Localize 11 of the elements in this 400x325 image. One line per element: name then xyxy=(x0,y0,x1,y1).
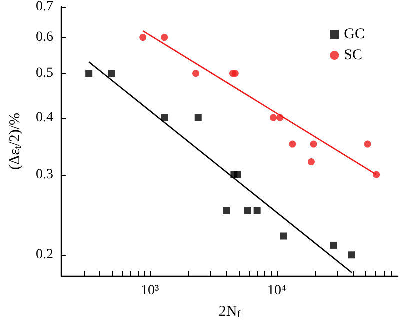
y-tick-label: 0.7 xyxy=(36,0,54,14)
y-tick-label: 0.2 xyxy=(36,248,54,263)
x-tick-label: 10⁴ xyxy=(268,284,287,298)
y-axis-title: (Δεt/2)/% xyxy=(8,112,24,170)
legend-label: SC xyxy=(344,48,363,64)
x-tick-label: 10³ xyxy=(141,284,160,298)
legend-label: GC xyxy=(344,26,366,42)
y-tick-label: 0.6 xyxy=(36,30,54,46)
y-tick-label: 0.4 xyxy=(36,110,54,126)
y-tick-label: 0.5 xyxy=(36,66,54,82)
y-tick-label: 0.3 xyxy=(36,167,54,182)
